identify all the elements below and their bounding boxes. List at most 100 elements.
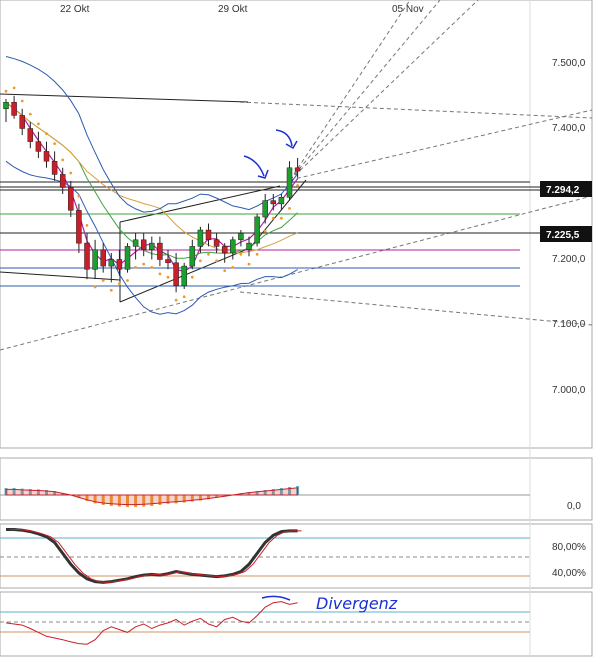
divergence-annotation: Divergenz — [316, 594, 398, 613]
candle-body — [181, 265, 187, 287]
osc1-bar — [109, 495, 113, 506]
sar-dot — [271, 216, 275, 220]
osc1-bar — [101, 495, 105, 505]
candle-body — [221, 246, 228, 254]
sar-dot — [126, 279, 129, 282]
candle-body — [76, 210, 82, 244]
candle-body — [197, 229, 204, 247]
sar-dot — [231, 266, 235, 269]
osc1-bar — [28, 489, 32, 495]
osc3-series — [5, 601, 298, 645]
osc2-line-signal — [10, 529, 302, 583]
sar-dot — [280, 216, 283, 220]
candle-body — [100, 249, 106, 267]
osc1-bar — [182, 495, 186, 503]
osc1-bar — [190, 495, 194, 502]
osc1-area — [5, 487, 299, 506]
sar-dot — [174, 298, 178, 302]
sar-dot — [37, 122, 40, 126]
candles — [3, 95, 301, 293]
price-tag-0: 7.294,2 — [540, 181, 592, 197]
annotation-arrows — [243, 129, 298, 179]
osc1-bar — [53, 491, 57, 495]
candle-body — [278, 197, 285, 205]
osc3-panel-frame — [0, 591, 593, 657]
osc1-bar — [198, 495, 202, 501]
sar-dot — [255, 252, 259, 256]
sar-dot — [118, 282, 121, 286]
osc1-series — [4, 486, 300, 507]
sar-dot — [61, 158, 65, 162]
y-tick-4: 7.100,0 — [552, 319, 586, 330]
osc2-panel-frame — [0, 523, 593, 589]
sar-dot — [263, 229, 267, 233]
candle-body — [270, 200, 277, 205]
sar-dot — [288, 207, 291, 210]
sar-dot — [77, 194, 81, 198]
bollinger-upper-line — [5, 56, 298, 213]
osc1-bar — [134, 495, 138, 507]
sar-dot — [134, 266, 138, 269]
sar-dot — [53, 142, 56, 146]
candle-body — [294, 167, 301, 172]
sar-dot — [45, 132, 48, 136]
sar-dot — [215, 259, 219, 263]
candle-body — [108, 259, 115, 267]
candle-body — [35, 141, 42, 152]
osc2-tick-1: 40,00% — [552, 568, 586, 579]
osc2-series — [6, 528, 302, 584]
candle-body — [43, 151, 50, 162]
candle-body — [246, 242, 252, 250]
candle-body — [68, 187, 74, 211]
osc1-bar — [45, 490, 48, 495]
sar-dot — [199, 259, 202, 263]
sar-dot — [28, 112, 32, 116]
candle-body — [59, 174, 66, 188]
osc1-bar — [158, 495, 162, 505]
y-tick-0: 7.500,0 — [552, 58, 586, 69]
sar-dot — [4, 89, 8, 93]
osc1-bar — [271, 489, 275, 495]
dashed-trendlines — [0, 0, 593, 351]
candle-body — [189, 246, 196, 267]
osc1-bar — [166, 495, 170, 504]
osc1-bar — [174, 495, 178, 504]
candle-body — [19, 115, 25, 129]
candle-body — [140, 239, 147, 250]
candle-body — [11, 102, 17, 116]
candle-body — [286, 167, 293, 198]
osc1-bar — [279, 488, 283, 495]
candle-body — [84, 242, 90, 270]
candle-body — [157, 242, 163, 260]
sar-dot — [239, 252, 243, 256]
svg-text:7.294,2: 7.294,2 — [546, 185, 580, 196]
candle-body — [238, 233, 244, 241]
candle-body — [51, 161, 58, 175]
osc1-bar — [150, 495, 154, 506]
y-tick-5: 7.000,0 — [552, 385, 586, 396]
candle-body — [262, 200, 268, 218]
sar-dot — [223, 269, 227, 272]
osc3-line — [5, 601, 298, 645]
sar-dot — [150, 266, 154, 269]
price-tag-1: 7.225,5 — [540, 226, 592, 242]
sar-dot — [296, 184, 299, 187]
divergence-mark — [261, 595, 291, 601]
osc1-bar — [20, 488, 24, 495]
candle-body — [124, 246, 131, 270]
sar-dot — [247, 262, 251, 266]
date-label-0: 22 Okt — [60, 4, 90, 15]
candle-body — [116, 259, 123, 270]
date-label-2: 05 Nov — [392, 4, 424, 15]
candle-body — [132, 239, 139, 247]
sar-dot — [93, 285, 97, 289]
svg-text:7.225,5: 7.225,5 — [546, 230, 580, 241]
osc1-bar — [117, 495, 121, 507]
osc1-bar — [85, 495, 89, 501]
y-tick-3: 7.200,0 — [552, 254, 586, 265]
sar-dot — [20, 99, 24, 103]
candle-body — [3, 102, 9, 110]
candle-body — [173, 262, 179, 286]
